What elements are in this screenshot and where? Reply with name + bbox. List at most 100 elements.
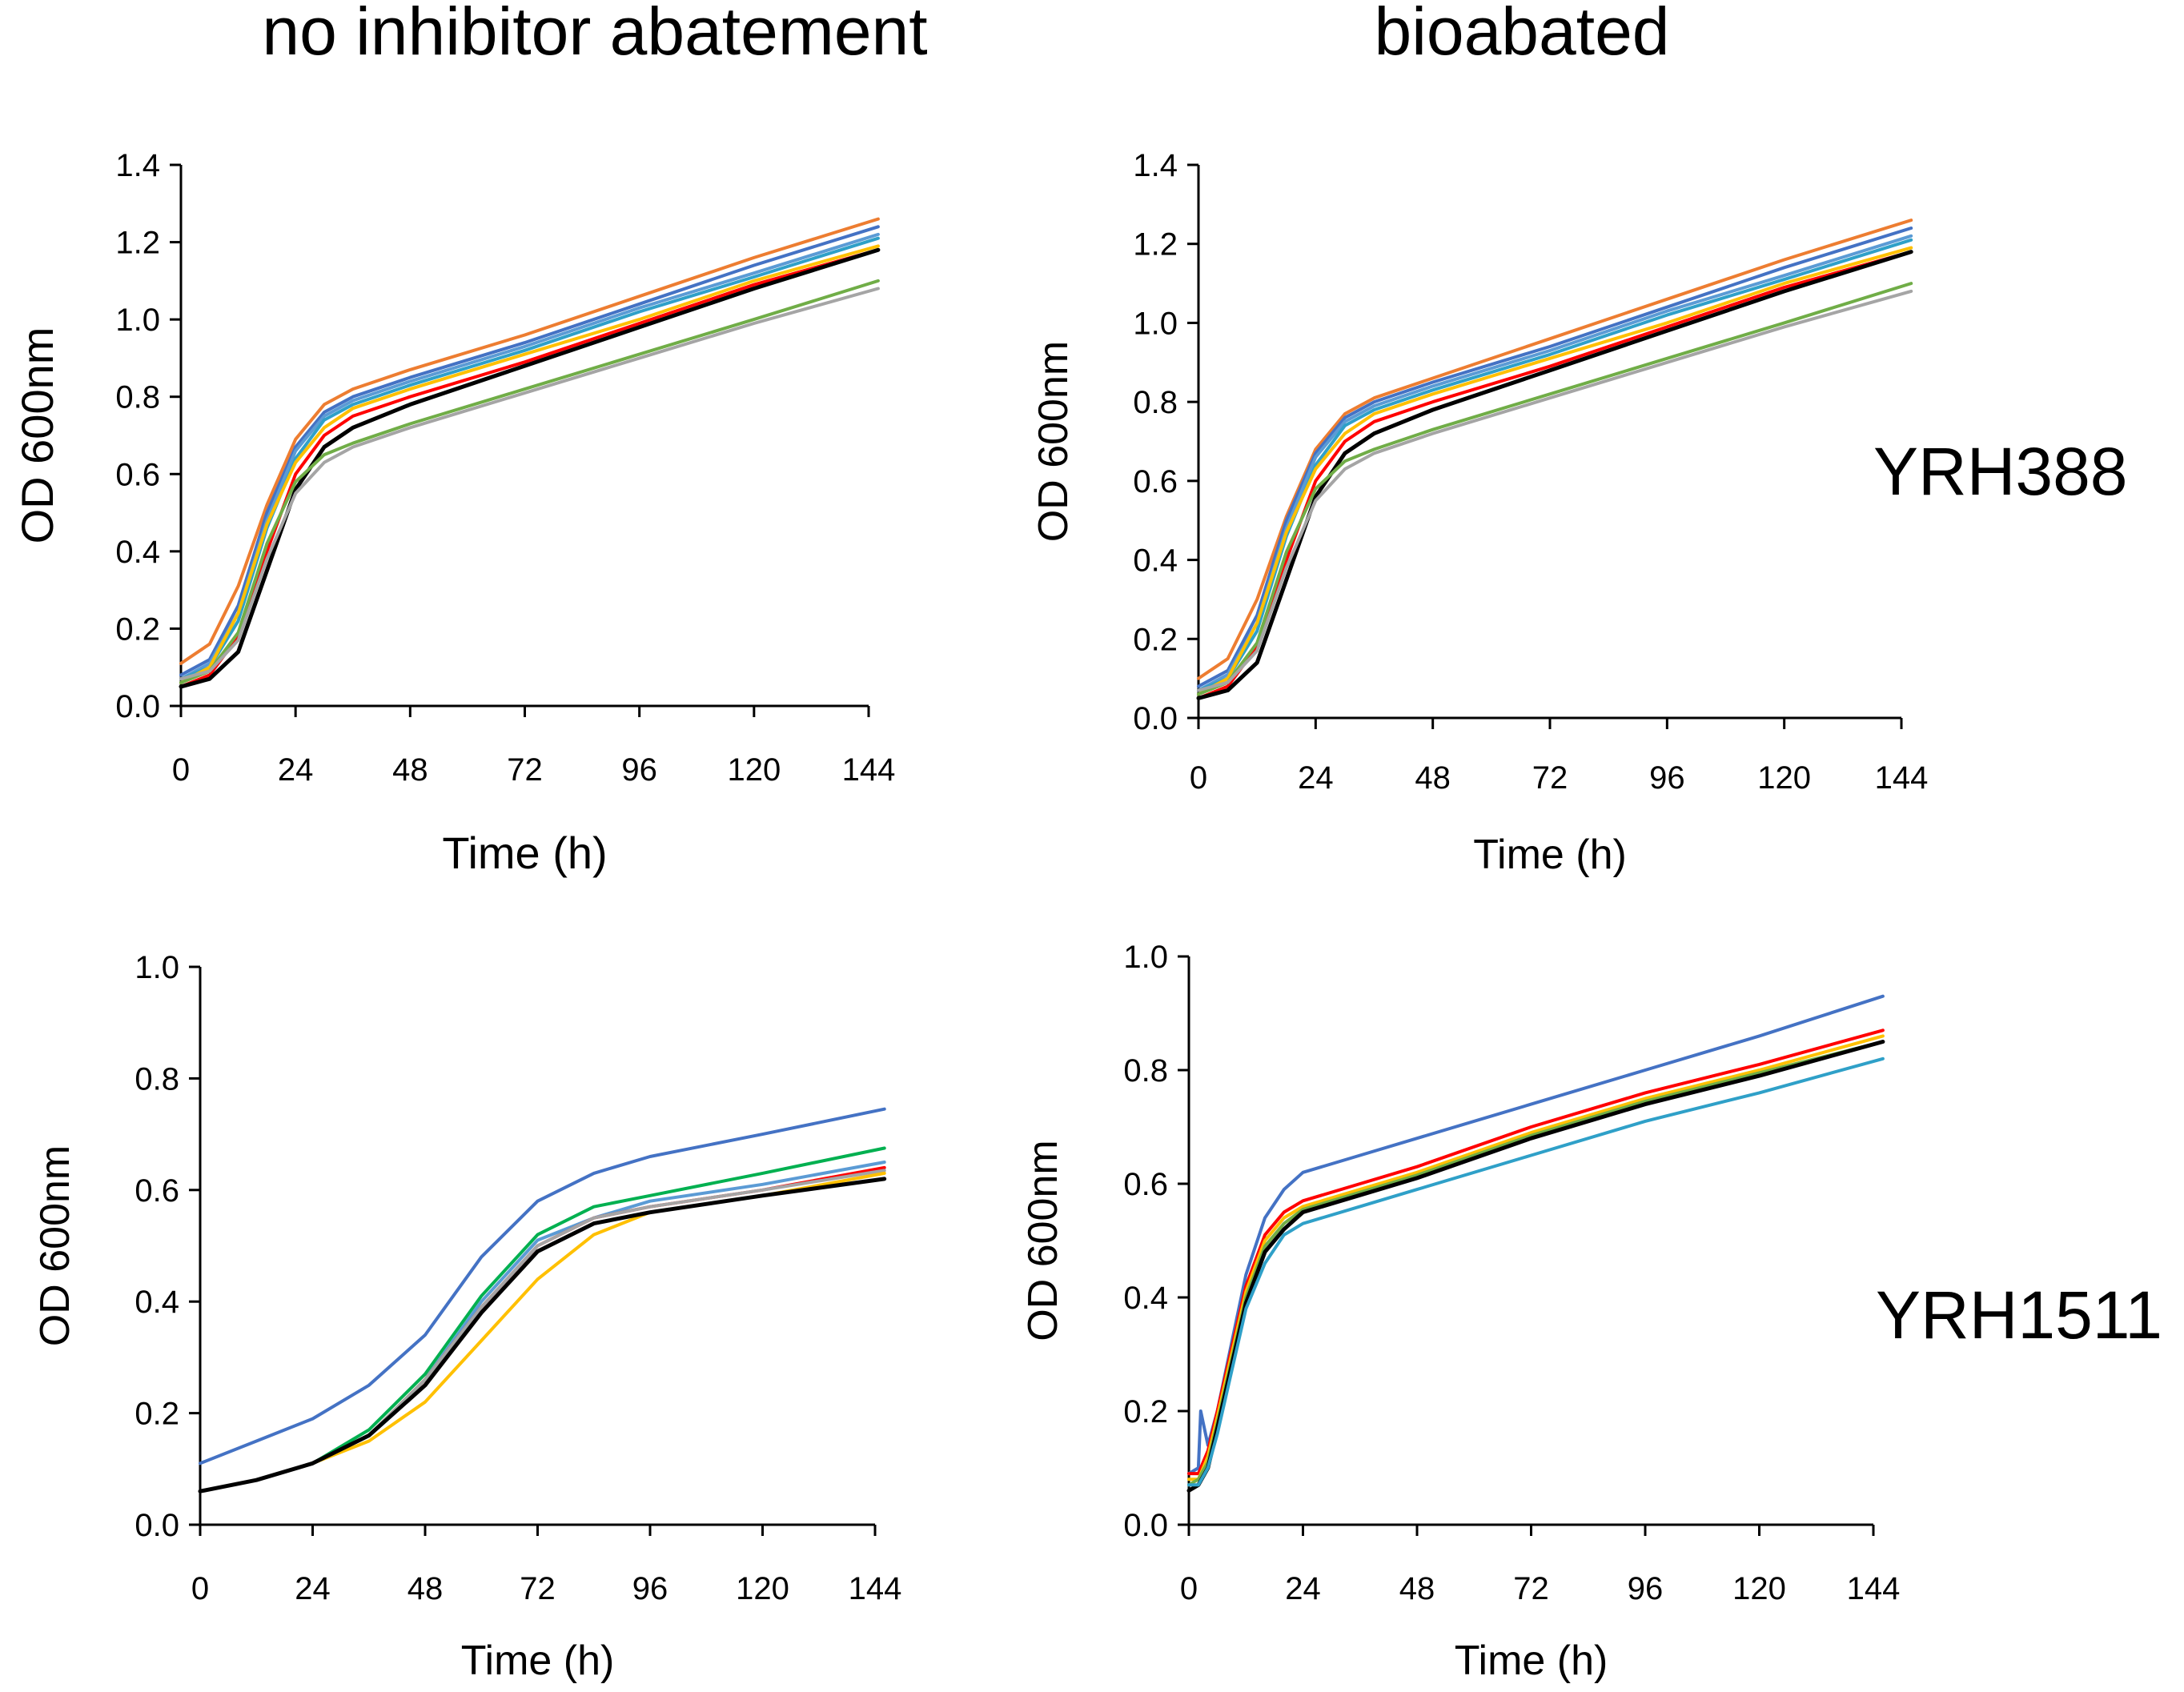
- series-line-light-blue: [179, 232, 880, 681]
- x-tick-label: 96: [621, 752, 657, 788]
- x-tick-label: 0: [1190, 760, 1207, 796]
- strain-label-yrh1511: YRH1511: [1876, 1277, 2162, 1353]
- series-line-black: [1186, 1040, 1885, 1493]
- y-axis-label: OD 600nm: [1030, 341, 1077, 542]
- x-tick-label: 48: [1415, 760, 1451, 796]
- y-tick-label: 0.0: [1133, 701, 1178, 736]
- y-tick-label: 1.2: [115, 226, 160, 261]
- strain-label-yrh388: YRH388: [1873, 434, 2128, 509]
- y-tick-label: 1.0: [134, 950, 179, 985]
- x-tick-label: 24: [295, 1571, 331, 1606]
- series-line-orange: [179, 217, 880, 665]
- series-line-black: [179, 247, 881, 689]
- y-tick-label: 0.8: [134, 1061, 179, 1097]
- series-line-yellow: [1197, 246, 1913, 696]
- x-tick-label: 120: [727, 752, 781, 788]
- y-tick-label: 0.2: [1133, 622, 1178, 657]
- y-axis-label: OD 600nm: [32, 1145, 78, 1346]
- y-tick-label: 1.4: [115, 148, 160, 183]
- x-tick-label: 144: [1875, 760, 1929, 796]
- x-tick-label: 48: [407, 1571, 444, 1606]
- y-tick-label: 0.6: [115, 457, 160, 492]
- y-tick-label: 0.0: [134, 1508, 179, 1543]
- y-tick-label: 0.8: [1133, 385, 1178, 420]
- y-tick-label: 0.0: [115, 689, 160, 724]
- x-tick-label: 0: [191, 1571, 209, 1606]
- chart-panel-bottom-left: 0.0 0.2 0.4 0.6 0.8 1.0 0 24 48 72 96 120 144 Time (h…: [32, 950, 901, 1684]
- x-tick-label: 144: [1847, 1571, 1901, 1606]
- series-line-green: [1187, 1040, 1885, 1487]
- series-line-red: [199, 1165, 886, 1494]
- chart-panel-top-left: 0.0 0.2 0.4 0.6 0.8 1.0 1.2 1.4 0 24 48 72 96 120 144 T…: [12, 148, 895, 878]
- x-tick-label: 72: [1532, 760, 1568, 796]
- y-tick-label: 0.6: [134, 1173, 179, 1209]
- y-tick-label: 0.2: [115, 611, 160, 647]
- x-tick-label: 48: [1399, 1571, 1435, 1606]
- y-tick-label: 0.4: [134, 1285, 179, 1320]
- series-line-blue: [1187, 994, 1885, 1476]
- series-line-yellow: [179, 244, 880, 684]
- series-line-red: [1197, 250, 1913, 700]
- x-tick-label: 96: [632, 1571, 668, 1606]
- x-tick-label: 120: [736, 1571, 789, 1606]
- x-tick-label: 144: [842, 752, 896, 788]
- y-tick-label: 0.4: [1123, 1281, 1168, 1316]
- y-tick-label: 0.2: [1123, 1394, 1168, 1429]
- series-line-cyan: [1187, 1056, 1885, 1487]
- x-axis-label: Time (h): [1455, 1638, 1608, 1684]
- series-line-red: [1187, 1028, 1885, 1476]
- y-tick-label: 0.4: [1133, 543, 1178, 579]
- x-axis-label: Time (h): [442, 828, 607, 878]
- series-line-gray: [1197, 289, 1913, 692]
- x-axis-label: Time (h): [461, 1638, 615, 1684]
- series-line-cyan: [1197, 238, 1913, 692]
- y-tick-label: 1.0: [1123, 940, 1168, 975]
- y-tick-label: 0.8: [1123, 1053, 1168, 1089]
- x-tick-label: 0: [172, 752, 190, 788]
- series-line-blue: [199, 1107, 886, 1465]
- y-tick-label: 1.0: [115, 303, 160, 338]
- x-tick-label: 24: [1298, 760, 1334, 796]
- x-tick-label: 72: [520, 1571, 556, 1606]
- y-tick-label: 0.6: [1133, 464, 1178, 499]
- chart-panel-top-right: 0.0 0.2 0.4 0.6 0.8 1.0 1.2 1.4 0 24 48 72 96 120 144 T…: [1030, 148, 1928, 878]
- y-tick-label: 1.4: [1133, 148, 1178, 183]
- column-title-left: no inhibitor abatement: [262, 0, 927, 69]
- y-tick-label: 1.0: [1133, 306, 1178, 341]
- y-axis-label: OD 600nm: [1020, 1140, 1066, 1341]
- y-tick-label: 0.2: [134, 1397, 179, 1432]
- y-tick-label: 1.2: [1133, 227, 1178, 263]
- x-tick-label: 72: [507, 752, 543, 788]
- series-line-orange: [1197, 219, 1913, 680]
- y-tick-label: 0.0: [1123, 1508, 1168, 1543]
- x-tick-label: 144: [849, 1571, 902, 1606]
- x-tick-label: 72: [1513, 1571, 1549, 1606]
- series-line-red: [179, 248, 880, 688]
- series-line-green: [179, 279, 880, 684]
- chart-panel-bottom-right: 0.0 0.2 0.4 0.6 0.8 1.0 0 24 48 72 96 120 144 Time (h…: [1020, 940, 1900, 1684]
- x-tick-label: 96: [1628, 1571, 1664, 1606]
- series-line-black: [1196, 250, 1913, 700]
- series-line-light-blue: [199, 1161, 886, 1494]
- x-tick-label: 0: [1180, 1571, 1198, 1606]
- x-axis-label: Time (h): [1473, 832, 1627, 878]
- x-tick-label: 120: [1732, 1571, 1786, 1606]
- column-title-right: bioabated: [1374, 0, 1669, 69]
- y-tick-label: 0.4: [115, 535, 160, 570]
- x-tick-label: 120: [1757, 760, 1811, 796]
- x-tick-label: 24: [278, 752, 314, 788]
- x-tick-label: 96: [1649, 760, 1685, 796]
- y-tick-label: 0.6: [1123, 1167, 1168, 1202]
- series-line-green: [1197, 282, 1913, 696]
- y-axis-label: OD 600nm: [12, 327, 62, 544]
- series-line-gray: [199, 1169, 886, 1494]
- series-line-cyan: [179, 236, 880, 681]
- series-line-black: [198, 1177, 887, 1494]
- x-tick-label: 24: [1285, 1571, 1321, 1606]
- y-tick-label: 0.8: [115, 380, 160, 415]
- series-line-gray: [179, 287, 880, 681]
- series-line-blue: [179, 225, 880, 677]
- series-line-yellow: [199, 1171, 886, 1494]
- x-tick-label: 48: [392, 752, 428, 788]
